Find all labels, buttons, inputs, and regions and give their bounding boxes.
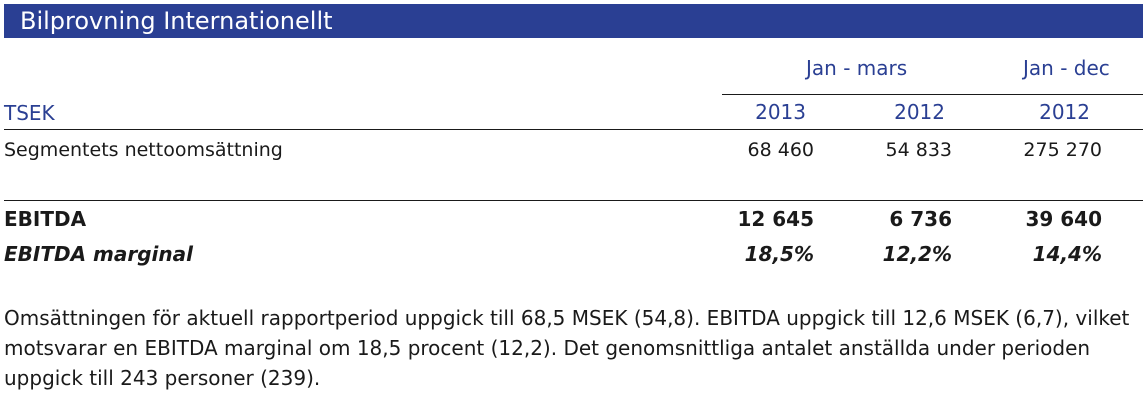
period-header-jan-dec: Jan - dec (1023, 56, 1110, 80)
row-value: 6 736 (889, 207, 952, 231)
row-label-ebitda: EBITDA (4, 207, 87, 231)
row-value: 14,4% (1032, 242, 1102, 266)
row-value: 39 640 (1025, 207, 1102, 231)
period-header-jan-mars: Jan - mars (806, 56, 908, 80)
row-value: 18,5% (744, 242, 814, 266)
ebitda-rule (4, 200, 1143, 201)
row-value: 12 645 (737, 207, 814, 231)
row-value: 275 270 (1023, 139, 1102, 161)
header-rule (722, 94, 1143, 95)
section-title: Bilprovning Internationellt (4, 4, 1143, 38)
years-rule (4, 129, 1143, 130)
unit-label: TSEK (4, 101, 55, 125)
row-label-ebitda-marginal: EBITDA marginal (4, 242, 193, 266)
year-header-2: 2012 (894, 100, 945, 124)
row-label-nettoomsattning: Segmentets nettoomsättning (4, 139, 283, 161)
year-header-1: 2013 (755, 100, 806, 124)
year-header-3: 2012 (1039, 100, 1090, 124)
body-paragraph: Omsättningen för aktuell rapportperiod u… (4, 306, 1130, 390)
row-value: 68 460 (747, 139, 814, 161)
row-value: 54 833 (885, 139, 952, 161)
row-value: 12,2% (882, 242, 952, 266)
